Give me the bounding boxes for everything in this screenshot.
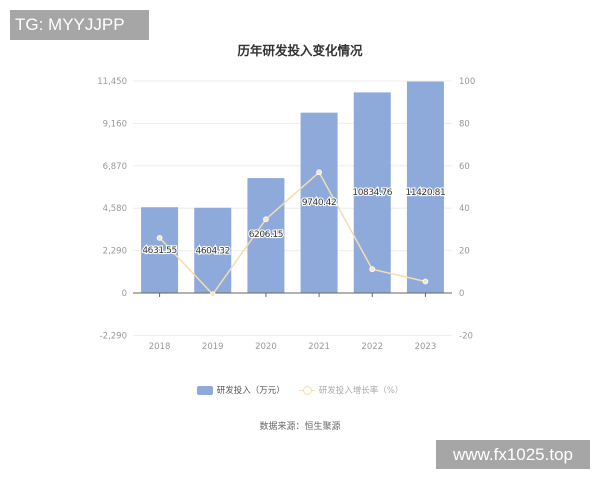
right-axis-tick-label: 0 bbox=[459, 289, 464, 299]
growth-rate-point-2020[interactable] bbox=[263, 216, 269, 223]
right-axis-tick-label: 40 bbox=[459, 204, 470, 214]
right-axis-tick-label: 100 bbox=[459, 77, 475, 87]
bar-value-label: 10834.76 bbox=[352, 188, 392, 198]
bar-value-label: 4604.32 bbox=[196, 246, 230, 256]
growth-rate-point-2019[interactable] bbox=[209, 291, 216, 298]
x-axis-label: 2021 bbox=[308, 342, 330, 352]
right-axis-tick-label: 60 bbox=[459, 162, 470, 172]
growth-rate-point-2022[interactable] bbox=[369, 266, 376, 273]
bar-2023[interactable] bbox=[406, 81, 444, 293]
left-axis-tick-label: 4,580 bbox=[103, 204, 127, 214]
data-source: 数据来源：恒生聚源 bbox=[259, 422, 341, 432]
left-axis-tick-label: 11,450 bbox=[97, 77, 127, 87]
x-axis-label: 2019 bbox=[202, 342, 224, 352]
growth-rate-point-2018[interactable] bbox=[156, 234, 163, 241]
x-axis-label: 2020 bbox=[255, 342, 277, 352]
bar-2021[interactable] bbox=[300, 112, 338, 294]
legend-line-swatch-icon bbox=[298, 385, 315, 395]
combo-chart: -2,290 0 2,290 4,580 6,870 9,160 11,450 -20 0 20 4… bbox=[97, 77, 475, 352]
x-axis-label: 2023 bbox=[415, 342, 437, 352]
chart-title: 历年研发投入变化情况 bbox=[237, 43, 363, 58]
bar-value-label: 9740.42 bbox=[302, 198, 336, 208]
legend-bar-swatch-icon bbox=[196, 385, 213, 395]
right-axis-tick-label: 20 bbox=[459, 247, 470, 257]
legend-label-growth-rate: 研发投入增长率（%） bbox=[318, 386, 404, 396]
watermark-top-left: TG: MYYJJPP bbox=[10, 10, 149, 40]
x-axis-label: 2022 bbox=[361, 342, 383, 352]
left-axis-tick-label: 0 bbox=[122, 289, 127, 299]
left-axis-tick-label: 6,870 bbox=[103, 162, 127, 172]
bar-2022[interactable] bbox=[353, 92, 391, 293]
legend-item-rd-investment[interactable]: 研发投入（万元） bbox=[196, 384, 285, 396]
growth-rate-line bbox=[159, 171, 426, 296]
legend-item-growth-rate[interactable]: 研发投入增长率（%） bbox=[298, 384, 404, 396]
legend: 研发投入（万元） 研发投入增长率（%） bbox=[0, 384, 600, 396]
left-axis-tick-label: 9,160 bbox=[103, 119, 127, 129]
growth-rate-point-2021[interactable] bbox=[316, 169, 322, 176]
bar-value-label: 4631.55 bbox=[142, 246, 176, 256]
bar-2019[interactable] bbox=[194, 207, 232, 293]
x-axis-label: 2018 bbox=[149, 342, 171, 352]
left-axis-tick-label: 2,290 bbox=[103, 247, 127, 257]
right-axis-tick-label: 80 bbox=[459, 119, 470, 129]
legend-label-rd-investment: 研发投入（万元） bbox=[216, 386, 285, 396]
right-axis-tick-label: -20 bbox=[459, 331, 473, 341]
bar-value-label: 6206.15 bbox=[249, 230, 283, 240]
bar-value-label: 11420.81 bbox=[406, 188, 446, 198]
growth-rate-point-2023[interactable] bbox=[422, 278, 429, 285]
left-axis-tick-label: -2,290 bbox=[100, 331, 127, 341]
watermark-bottom-right: www.fx1025.top bbox=[436, 440, 590, 469]
